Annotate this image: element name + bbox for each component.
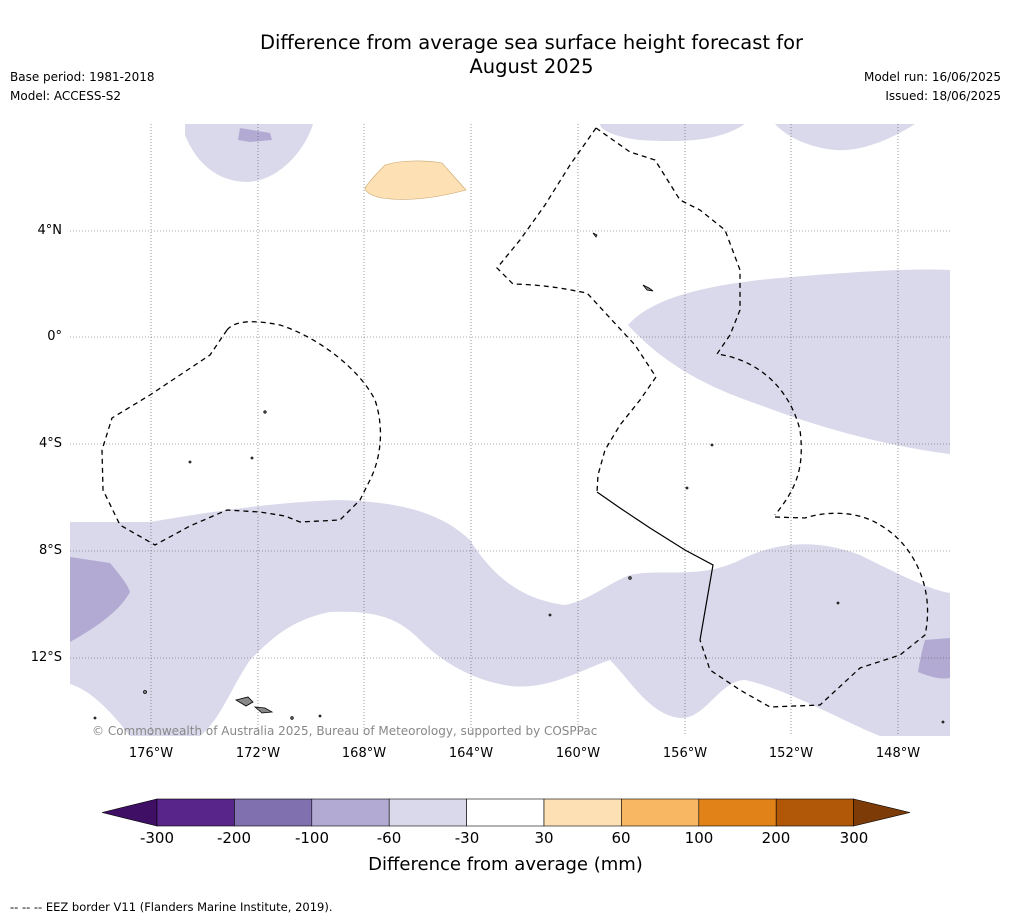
colorbar-tick-300: 300: [839, 829, 869, 847]
anomaly-region-north-left: [185, 124, 313, 182]
lon-label-168w: 168°W: [341, 746, 387, 761]
lon-label-156w: 156°W: [662, 746, 708, 761]
colorbar-segment: [156, 798, 235, 827]
anomaly-region-east: [628, 269, 950, 454]
model-run: Model run: 16/06/2025: [863, 70, 1001, 84]
lon-label-152w: 152°W: [768, 746, 814, 761]
anomaly-region-north-strong: [238, 128, 272, 142]
lon-label-148w: 148°W: [875, 746, 921, 761]
anomaly-region-north-mid: [600, 124, 745, 142]
anomaly-region-south-band: [70, 500, 950, 736]
lat-label-8s: 8°S: [38, 543, 62, 558]
colorbar-segment: [621, 798, 700, 827]
lon-label-160w: 160°W: [555, 746, 601, 761]
colorbar-segment: [234, 798, 313, 827]
anomaly-region-north-right: [775, 124, 915, 151]
model-name: Model: ACCESS-S2: [10, 89, 122, 103]
lat-label-4s: 4°S: [38, 436, 62, 451]
lon-label-164w: 164°W: [448, 746, 494, 761]
colorbar-tick-neg300: -300: [139, 829, 175, 847]
graticule: [70, 124, 950, 736]
lon-label-176w: 176°W: [128, 746, 174, 761]
lon-label-172w: 172°W: [235, 746, 281, 761]
colorbar-extend-high: [853, 798, 911, 827]
issued-date: Issued: 18/06/2025: [885, 89, 1001, 103]
colorbar-segment: [775, 798, 854, 827]
colorbar-segment: [466, 798, 545, 827]
anomaly-region-positive: [364, 160, 467, 200]
eez-borders: [101, 127, 929, 708]
colorbar-extend-low: [101, 798, 158, 827]
colorbar: [101, 798, 911, 827]
title-line-1: Difference from average sea surface heig…: [259, 31, 804, 54]
meta-left: Base period: 1981-2018 Model: ACCESS-S2: [10, 68, 155, 106]
lat-label-0: 0°: [47, 329, 62, 344]
colorbar-segment: [698, 798, 777, 827]
meta-right: Model run: 16/06/2025 Issued: 18/06/2025: [864, 68, 1001, 106]
colorbar-tick-60: 60: [611, 829, 631, 847]
base-period: Base period: 1981-2018: [10, 70, 155, 84]
colorbar-tick-30: 30: [534, 829, 554, 847]
eez-border-solid: [596, 491, 714, 641]
eez-footnote: -- -- -- EEZ border V11 (Flanders Marine…: [10, 900, 333, 914]
colorbar-title: Difference from average (mm): [368, 854, 643, 875]
lat-label-4n: 4°N: [37, 223, 63, 238]
lat-label-12s: 12°S: [30, 650, 62, 665]
colorbar-tick-neg200: -200: [216, 829, 252, 847]
colorbar-segment: [388, 798, 467, 827]
colorbar-tick-100: 100: [684, 829, 714, 847]
anomaly-region-west-strong: [70, 557, 130, 642]
map-title: Difference from average sea surface heig…: [0, 31, 1011, 79]
colorbar-tick-neg100: -100: [294, 829, 330, 847]
islands: [93, 232, 945, 724]
colorbar-segment: [543, 798, 622, 827]
colorbar-segment: [311, 798, 390, 827]
copyright-notice: © Commonwealth of Australia 2025, Bureau…: [92, 724, 598, 738]
colorbar-tick-neg60: -60: [376, 829, 402, 847]
colorbar-tick-neg30: -30: [454, 829, 480, 847]
colorbar-tick-200: 200: [761, 829, 791, 847]
title-line-2: August 2025: [469, 55, 594, 78]
